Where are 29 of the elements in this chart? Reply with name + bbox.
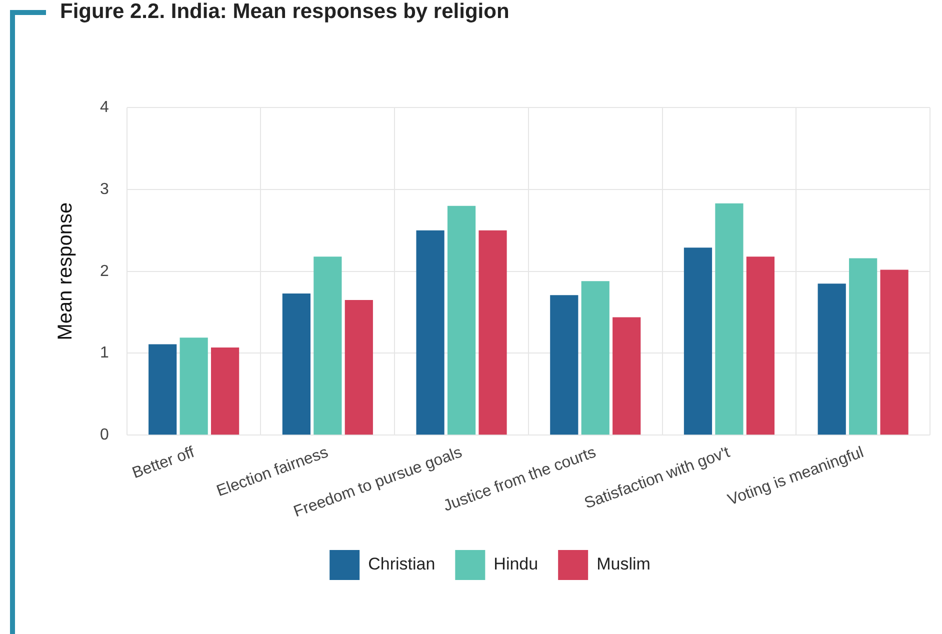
- bar: [581, 281, 610, 435]
- bar: [880, 270, 908, 435]
- bar: [211, 348, 240, 435]
- y-tick-label: 4: [100, 99, 109, 116]
- y-tick-label: 0: [100, 426, 109, 444]
- bar: [746, 256, 775, 435]
- legend-label: Muslim: [596, 554, 650, 574]
- bar: [684, 248, 712, 435]
- bar: [314, 256, 342, 435]
- legend-label: Christian: [368, 554, 436, 574]
- bar: [612, 317, 641, 435]
- bar: [818, 284, 846, 435]
- bar: [282, 293, 310, 435]
- bar: [148, 344, 177, 435]
- bar: [344, 300, 373, 435]
- bar: [478, 230, 507, 435]
- y-tick-label: 2: [100, 262, 109, 280]
- y-tick-label: 3: [100, 180, 109, 198]
- x-tick-label: Better off: [130, 444, 198, 482]
- bar: [849, 258, 878, 435]
- bar: [715, 203, 744, 435]
- y-tick-label: 1: [100, 344, 109, 362]
- bar: [447, 206, 476, 435]
- legend-label: Hindu: [494, 554, 538, 574]
- chart-title: Figure 2.2. India: Mean responses by religion: [60, 0, 510, 24]
- bar: [416, 230, 444, 435]
- bar: [550, 295, 578, 435]
- y-axis-title: Mean response: [54, 202, 77, 340]
- bar: [180, 338, 208, 435]
